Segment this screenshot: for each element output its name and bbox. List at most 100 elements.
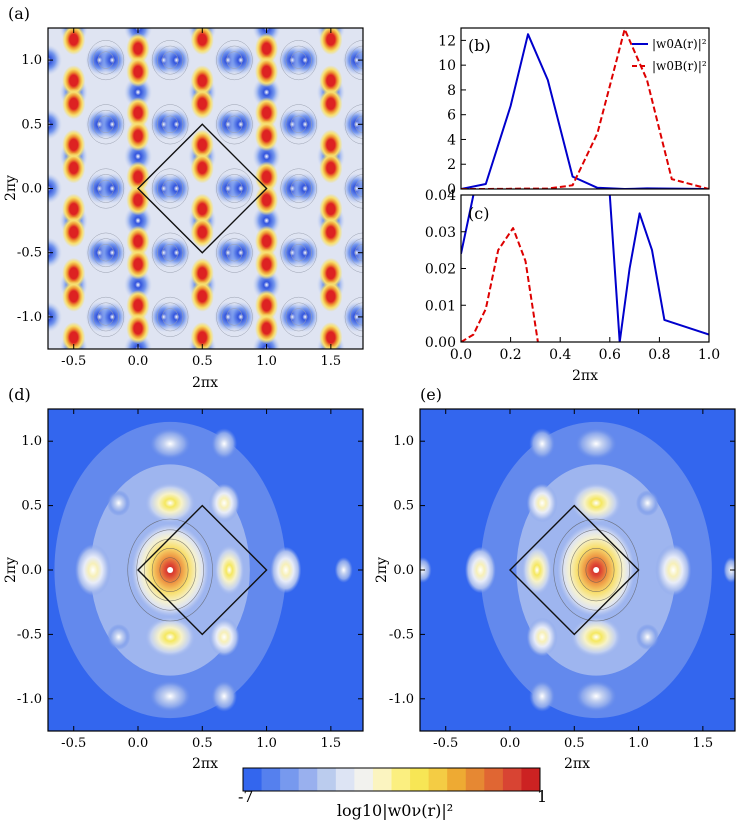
panel-a-blue-well [98,0,126,11]
panel-a-blue-well [48,108,63,140]
panel-a-red-peak [255,0,278,23]
panel-a-contour [93,367,119,395]
panel-a-red-peak [126,289,150,321]
panel-a-red-peak [384,249,407,280]
panel-a-contour [290,115,307,134]
panel-a-contour [344,232,363,273]
panel-a-ytick-label: 0.5 [21,117,42,132]
panel-d-lobe [208,617,240,657]
panel-d-lobe [144,616,196,658]
panel-a-contour [290,179,307,198]
panel-a-red-peak [62,129,86,161]
panel-a-contour [291,0,306,4]
panel-c-frame [460,194,710,343]
panel-a-blue-well [291,0,319,11]
colorbar-swatch [465,768,485,791]
panel-a-contour [280,104,317,145]
panel-a-contour [280,40,317,81]
panel-e-lobe [529,428,556,460]
panel-a-red-peak [319,88,343,120]
panel-a-blue-well [162,0,190,11]
panel-b-ytick-label: 0 [447,182,456,198]
panel-a-contour [280,168,317,209]
panel-a-red-peak [126,313,150,344]
panel-a-contour [87,232,125,273]
panel-a-red-peak [384,162,407,193]
panel-c-ytick-label: 0.02 [425,262,456,278]
panel-a-red-peak [319,28,343,55]
panel-e-lobe [465,546,496,594]
panel-a-contour [162,51,179,69]
panel-a-red-peak [190,216,214,248]
panel-a-contour [221,174,248,203]
panel-c-ytick-label: 0.03 [425,225,456,241]
panel-a-contour [216,361,252,401]
panel-a-contour [226,51,243,69]
colorbar-swatch [261,768,281,791]
panel-a-red-peak [190,152,214,184]
legend-entry-b: |w0B(r)|² [652,59,707,73]
panel-d-contour [159,557,181,583]
panel-e-lobe [526,483,558,523]
panel-d-frame [47,408,364,732]
panel-a-label: (a) [8,4,30,23]
panel-a-blue-well [252,76,281,108]
panel-a-contour [97,179,114,198]
panel-a-contour [216,0,252,16]
panel-d-lobe [270,546,302,594]
panel-a-contour [226,308,243,326]
panel-a-contour [280,296,317,337]
panel-a-contour [98,0,113,4]
panel-a-contour [157,238,184,268]
colorbar [242,767,541,792]
panel-a-blue-well [252,269,281,301]
panel-a-blue-well [291,366,319,397]
panel-a-blue-well [381,13,409,44]
panel-b-ytick-label: 8 [447,83,456,99]
panel-b-frame [460,27,710,190]
panel-a-red-peak [190,65,214,97]
panel-a-contour [285,174,312,203]
panel-a-red-peak [126,184,150,216]
panel-a-contour [151,104,189,145]
panel-a-ytick-label: 0.0 [21,182,42,197]
panel-d-xtick-label: 0.0 [128,736,149,751]
panel-a-blue-well [407,109,435,140]
panel-a-red-peak [384,354,407,385]
panel-d-contour [151,548,189,592]
panel-a-contour [344,40,363,81]
panel-e-contour [570,538,623,602]
panel-a-contour [157,367,183,395]
panel-a-contour [162,0,177,4]
panel-a-blue-well [98,301,127,333]
panel-d-lobe [334,557,353,583]
panel-d-contour [127,518,213,622]
panel-a-red-peak [255,313,279,344]
panel-a-blue-well [278,366,306,397]
panel-e-lobe [655,544,692,596]
panel-e-ytick-label: 0.0 [393,563,414,578]
panel-e-unit-cell [509,504,640,636]
panel-e-ytick-label: -1.0 [389,692,414,707]
panel-a-red-peak [126,225,150,257]
panel-a-blue-well [252,205,281,237]
panel-a-blue-well [381,269,409,300]
panel-a-blue-well [214,366,242,397]
panel-a-blue-well [98,108,127,140]
panel-d-lobe [107,624,131,650]
panel-e-xlabel: 2πx [564,756,590,772]
panel-b-series-1 [461,28,709,189]
panel-a-red-peak [126,97,150,129]
panel-a-contour [221,45,248,75]
panel-e-contour [562,529,630,611]
panel-e: -0.5 0.0 0.5 1.0 1.5 -1.0 -0.5 0.0 0.5 1.0 [389,408,736,751]
panel-e-lobe [570,616,622,658]
panel-e-ytick-label: 0.5 [393,499,414,514]
panel-a-red-peak [62,280,86,312]
panel-a-contour [344,104,363,145]
panel-a-contour [92,45,119,75]
panel-e-contour [577,548,615,592]
panel-a-contour [87,40,125,81]
panel-d-ylabel: 2πy [3,557,19,583]
panel-a-red-peak [190,322,214,349]
